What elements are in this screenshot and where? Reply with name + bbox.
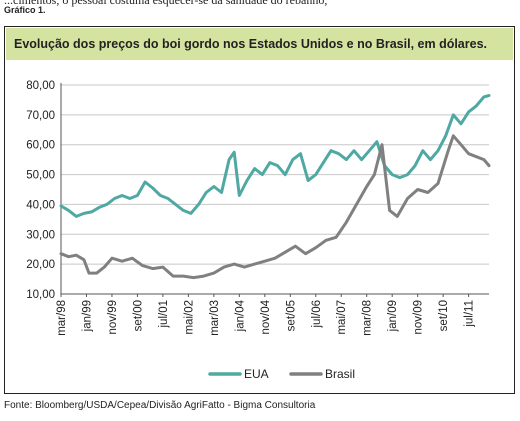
- source-note: Fonte: Bloomberg/USDA/Cepea/Divisão Agri…: [4, 400, 316, 411]
- x-tick-label: mai/02: [183, 300, 195, 335]
- y-tick-label: 80,00: [26, 80, 55, 92]
- x-tick-label: jul/11: [464, 300, 476, 328]
- x-tick-label: jul/06: [311, 300, 323, 329]
- y-tick-label: 70,00: [26, 110, 55, 122]
- x-tick-label: mar/03: [209, 300, 221, 336]
- x-tick-label: jan/09: [387, 300, 399, 332]
- series-line-brasil: [59, 134, 491, 280]
- y-tick-label: 40,00: [26, 199, 55, 211]
- x-tick-label: mar/98: [56, 300, 68, 336]
- chart-title: Evolução dos preços do boi gordo nos Est…: [14, 37, 488, 51]
- y-tick-label: 10,00: [26, 289, 55, 301]
- y-tick-label: 50,00: [26, 170, 55, 182]
- x-tick-label: jan/04: [234, 299, 246, 332]
- x-tick-label: set/10: [438, 300, 450, 331]
- chart-frame: Evolução dos preços do boi gordo nos Est…: [4, 26, 515, 394]
- x-tick-label: mar/08: [362, 300, 374, 336]
- x-tick-label: nov/09: [413, 300, 425, 335]
- series-line-eua: [59, 94, 491, 218]
- legend-label-eua: EUA: [244, 367, 269, 381]
- y-tick-label: 30,00: [26, 229, 55, 241]
- x-tick-label: mai/07: [336, 300, 348, 335]
- x-tick-label: set/00: [132, 300, 144, 331]
- legend-label-brasil: Brasil: [325, 367, 355, 381]
- x-tick-label: set/05: [285, 300, 297, 331]
- x-tick-label: jul/01: [158, 300, 170, 329]
- chart-number-label: Gráfico 1.: [4, 5, 46, 15]
- title-band: Evolução dos preços do boi gordo nos Est…: [6, 28, 513, 60]
- cut-off-body-text: ...cimentos, o pessoal costuma esquecer-…: [4, 0, 328, 7]
- x-tick-label: jan/99: [81, 300, 93, 332]
- y-tick-label: 60,00: [26, 140, 55, 152]
- x-tick-label: nov/99: [107, 300, 119, 335]
- line-chart: 10,00 20,00 30,00 40,00 50,00 60,00 70,00 80,00…: [26, 80, 491, 381]
- x-tick-label: nov/04: [260, 299, 272, 334]
- y-tick-label: 20,00: [26, 259, 55, 271]
